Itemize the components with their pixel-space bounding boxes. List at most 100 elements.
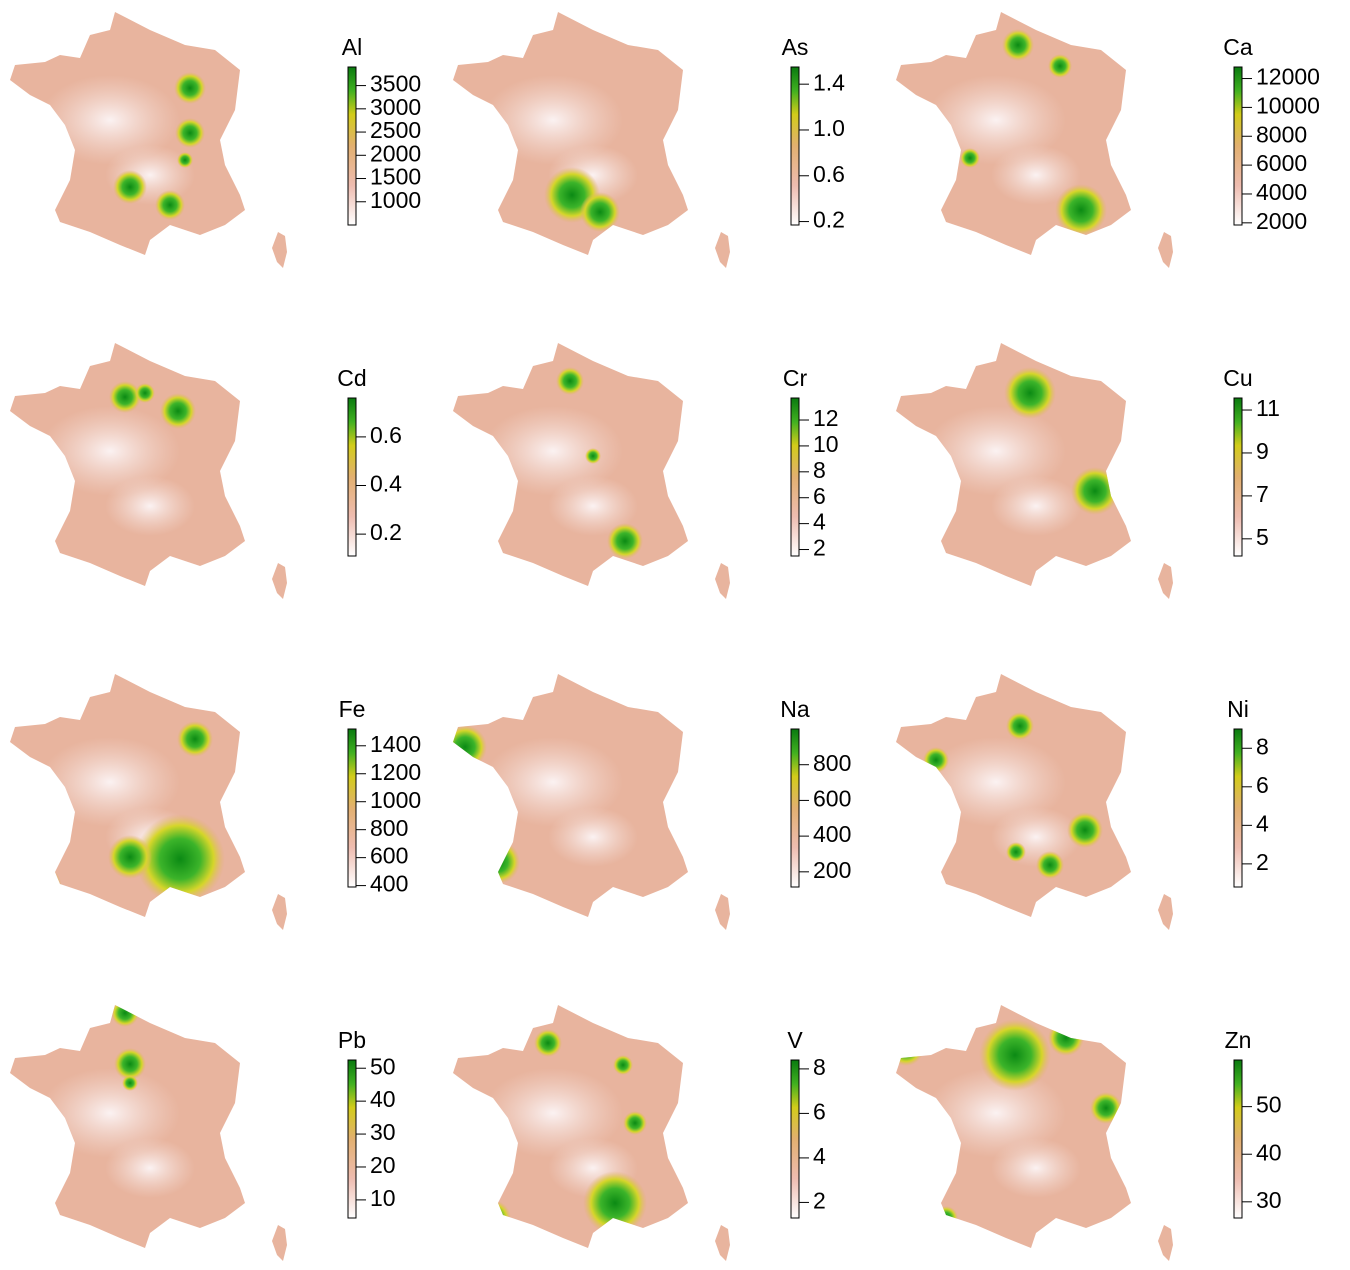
map (10, 674, 287, 930)
legend-tick-label: 400 (370, 871, 408, 897)
low-area (548, 807, 638, 867)
hotspot (109, 381, 141, 413)
hotspot (476, 840, 520, 884)
hotspot (583, 1171, 647, 1235)
hotspot (122, 1075, 138, 1091)
low-area (483, 1068, 623, 1158)
hotspot (453, 725, 487, 769)
legend-title: Pb (338, 1027, 366, 1053)
legend: V 2 4 6 8 (787, 1027, 826, 1219)
legend-tick-label: 0.2 (813, 207, 845, 233)
colorbar (790, 397, 800, 557)
legend: Ni 2 4 6 8 (1227, 696, 1269, 888)
hotspot (1055, 184, 1107, 236)
legend-tick-label: 1400 (370, 731, 421, 757)
corsica (715, 563, 730, 599)
low-area (991, 807, 1081, 867)
map (10, 12, 287, 268)
hotspot (1036, 851, 1064, 879)
map-surface (40, 381, 196, 536)
map (453, 12, 730, 268)
low-area (926, 737, 1066, 827)
legend-tick-label: 9 (1256, 438, 1269, 464)
hotspot (177, 721, 213, 757)
legend-tick-label: 2 (1256, 849, 1269, 875)
map (453, 343, 730, 599)
legend-tick-label: 8 (1256, 733, 1269, 759)
map-surface (40, 1005, 195, 1198)
legend-tick-label: 0.2 (370, 519, 402, 545)
legend-tick-label: 4 (813, 509, 826, 535)
legend-tick-label: 8 (813, 1054, 826, 1080)
hotspot (177, 152, 193, 168)
low-area (483, 406, 623, 496)
hotspot (174, 72, 206, 104)
map-surface (483, 75, 638, 232)
corsica (715, 232, 730, 268)
legend-tick-label: 12 (813, 405, 839, 431)
low-area (40, 75, 180, 165)
legend-tick-label: 800 (813, 750, 851, 776)
low-area (548, 476, 638, 536)
corsica (1158, 563, 1173, 599)
legend-title: Al (342, 34, 362, 60)
hotspot (1090, 1092, 1122, 1124)
low-area (991, 1138, 1081, 1198)
legend-title: Cr (783, 365, 808, 391)
low-area (926, 75, 1066, 165)
legend-title: Na (780, 696, 810, 722)
hotspot (175, 118, 205, 148)
legend-tick-label: 1000 (370, 787, 421, 813)
hotspot (896, 1030, 924, 1066)
low-area (926, 1068, 1066, 1158)
legend-tick-label: 200 (813, 857, 851, 883)
hotspot (135, 814, 225, 904)
legend-tick-label: 1.4 (813, 69, 845, 95)
legend-tick-label: 10 (370, 1185, 396, 1211)
legend-tick-label: 3500 (370, 71, 421, 97)
hotspot (613, 1055, 633, 1075)
legend-tick-label: 1500 (370, 164, 421, 190)
legend-tick-label: 10000 (1256, 92, 1320, 118)
colorbar (347, 66, 357, 226)
hotspot (160, 393, 196, 429)
hotspot (623, 1111, 647, 1135)
corsica (272, 232, 287, 268)
hotspot (108, 835, 152, 879)
legend: As 0.2 0.6 1.0 1.4 (782, 34, 846, 233)
hotspot (960, 148, 980, 168)
colorbar (1233, 66, 1243, 226)
colorbar (790, 66, 800, 226)
hotspot (923, 747, 949, 773)
low-area (926, 406, 1066, 496)
corsica (1158, 1225, 1173, 1261)
hotspot (475, 1200, 511, 1236)
legend: Zn 30 40 50 (1225, 1027, 1282, 1219)
legend-tick-label: 0.4 (370, 471, 402, 497)
legend-tick-label: 7 (1256, 481, 1269, 507)
legend-tick-label: 3000 (370, 94, 421, 120)
legend-tick-label: 4000 (1256, 179, 1307, 205)
hotspot (607, 523, 643, 559)
hotspot (1048, 1020, 1084, 1056)
legend-tick-label: 10 (813, 431, 839, 457)
hotspot (1004, 367, 1056, 419)
legend-title: Cu (1223, 365, 1252, 391)
panel: Na 200 400 600 800 (453, 674, 851, 930)
low-area (40, 737, 180, 827)
legend-title: Cd (337, 365, 366, 391)
legend-tick-label: 2 (813, 535, 826, 561)
legend-tick-label: 50 (370, 1053, 396, 1079)
legend-tick-label: 8000 (1256, 121, 1307, 147)
hotspot (1006, 842, 1026, 862)
hotspot (155, 190, 185, 220)
legend-title: Zn (1225, 1027, 1252, 1053)
hotspot (556, 367, 584, 395)
legend-tick-label: 6 (813, 1098, 826, 1124)
map (10, 343, 287, 599)
hotspot (585, 448, 601, 464)
hotspot (979, 1019, 1051, 1091)
legend: Cu 5 7 9 11 (1223, 365, 1280, 557)
